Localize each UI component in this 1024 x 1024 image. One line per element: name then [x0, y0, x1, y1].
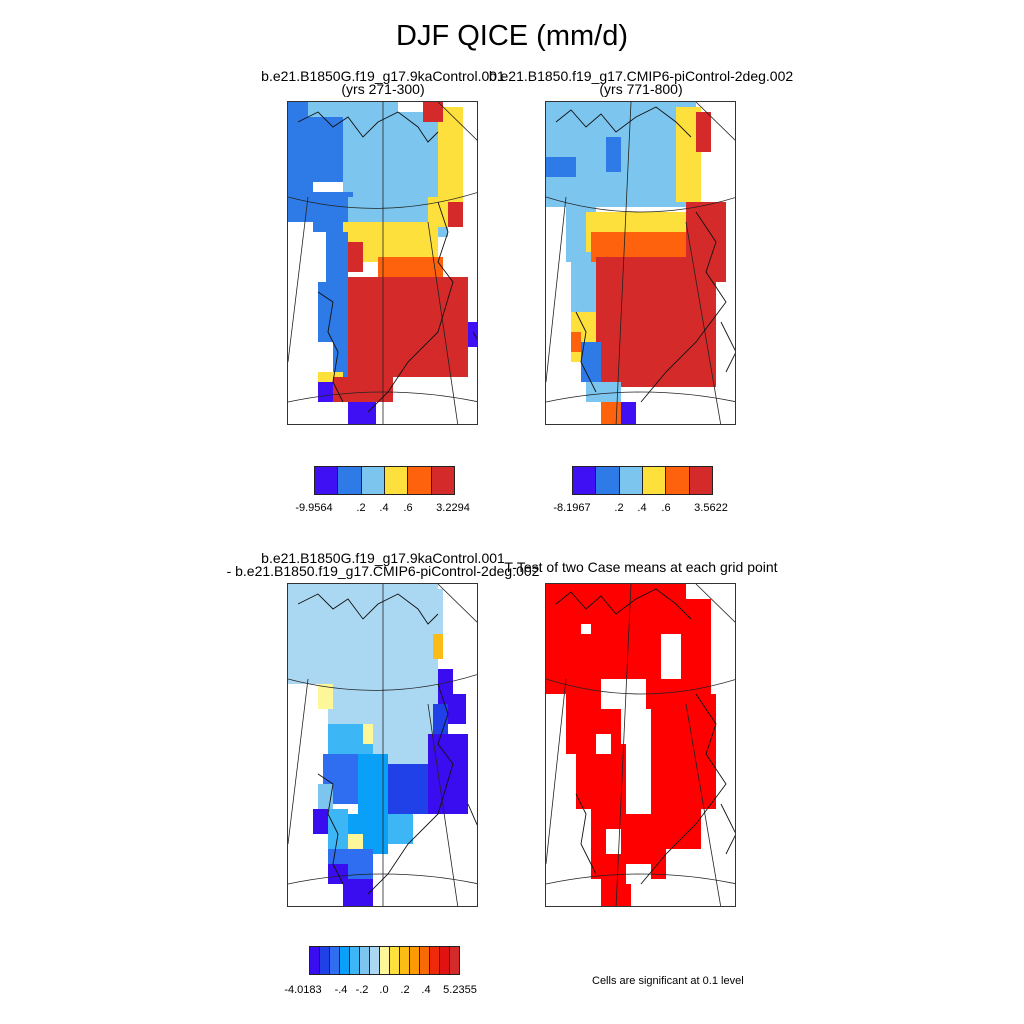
- colorbar-3-tick: -.4: [334, 984, 348, 996]
- panel-2-grid-lines: [546, 102, 735, 424]
- colorbar-3-swatch: [320, 947, 330, 974]
- colorbar-3-swatch: [380, 947, 390, 974]
- panel-3-title-line1: b.e21.B1850G.f19_g17.9kaControl.001: [261, 550, 505, 566]
- colorbar-3-swatch: [330, 947, 340, 974]
- panel-4-title: T-Test of two Case means at each grid po…: [504, 559, 778, 575]
- colorbar-3-swatch: [310, 947, 320, 974]
- colorbar-3-swatch: [410, 947, 420, 974]
- colorbar-1-swatch: [384, 467, 409, 494]
- panel-3-title-line2: - b.e21.B1850.f19_g17.CMIP6-piControl-2d…: [226, 563, 540, 579]
- colorbar-2-tick: 3.5622: [694, 502, 728, 514]
- colorbar-1-tick: .4: [379, 502, 389, 514]
- map-panel-3: [287, 583, 478, 907]
- colorbar-3-swatch: [400, 947, 410, 974]
- colorbar-3-tick: .0: [379, 984, 389, 996]
- panel-1-grid-lines: [288, 102, 477, 424]
- colorbar-1-swatch: [431, 467, 454, 494]
- colorbar-3-swatch: [420, 947, 430, 974]
- panel-4-cells: [546, 584, 716, 906]
- panel-3-title: b.e21.B1850G.f19_g17.9kaControl.001 - b.…: [226, 550, 540, 579]
- colorbar-2-swatch: [573, 467, 597, 494]
- colorbar-2-swatch: [689, 467, 712, 494]
- colorbar-2-swatch: [666, 467, 690, 494]
- colorbar-2-swatch: [596, 467, 620, 494]
- colorbar-2: [572, 466, 713, 495]
- colorbar-3-swatch: [340, 947, 350, 974]
- colorbar-3-swatch: [390, 947, 400, 974]
- panel-3-map-svg: [288, 584, 477, 906]
- colorbar-1-tick: .2: [356, 502, 366, 514]
- panel-1-cells: [288, 102, 477, 424]
- panel-1-title-line1: b.e21.B1850G.f19_g17.9kaControl.001: [261, 68, 505, 84]
- colorbar-3-tick: .4: [421, 984, 431, 996]
- colorbar-1-tick: -9.9564: [295, 502, 333, 514]
- colorbar-3-tick: -4.0183: [284, 984, 322, 996]
- panel-1-coastlines: [297, 111, 477, 413]
- colorbar-2-swatch: [642, 467, 667, 494]
- map-panel-1: [287, 101, 478, 425]
- panel-3-grid-lines: [288, 584, 477, 906]
- panel-4-grid-lines: [546, 584, 735, 906]
- colorbar-3-swatch: [450, 947, 459, 974]
- colorbar-1-swatch: [338, 467, 362, 494]
- panel-2-map-svg: [546, 102, 735, 424]
- map-panel-4: [545, 583, 736, 907]
- colorbar-3-swatch: [430, 947, 440, 974]
- figure-title: DJF QICE (mm/d): [396, 20, 628, 52]
- colorbar-2-tick: .4: [637, 502, 647, 514]
- colorbar-3-swatch: [360, 947, 370, 974]
- colorbar-2-swatch: [619, 467, 643, 494]
- panel-2-title-line1: b.e21.B1850.f19_g17.CMIP6-piControl-2deg…: [488, 68, 794, 84]
- colorbar-3-tick: .2: [400, 984, 410, 996]
- colorbar-1-tick: .6: [403, 502, 413, 514]
- colorbar-3-tick: 5.2355: [443, 984, 477, 996]
- significance-note: Cells are significant at 0.1 level: [592, 975, 744, 987]
- panel-4-coastlines: [555, 588, 735, 885]
- panel-3-coastlines: [297, 593, 477, 895]
- map-panel-2: [545, 101, 736, 425]
- colorbar-1-swatch: [361, 467, 385, 494]
- panel-2-cells: [546, 102, 726, 424]
- colorbar-1: [314, 466, 455, 495]
- colorbar-2-tick: .6: [661, 502, 671, 514]
- colorbar-3: [309, 946, 460, 975]
- panel-2-title: b.e21.B1850.f19_g17.CMIP6-piControl-2deg…: [488, 68, 794, 97]
- panel-1-title: b.e21.B1850G.f19_g17.9kaControl.001 (yrs…: [261, 68, 505, 97]
- colorbar-1-swatch: [315, 467, 339, 494]
- panel-4-map-svg: [546, 584, 735, 906]
- colorbar-3-swatch: [370, 947, 380, 974]
- colorbar-3-swatch: [350, 947, 360, 974]
- panel-4-title-line1: T-Test of two Case means at each grid po…: [504, 559, 778, 575]
- colorbar-1-swatch: [408, 467, 432, 494]
- colorbar-3-tick: -.2: [355, 984, 369, 996]
- colorbar-1-tick: 3.2294: [436, 502, 470, 514]
- colorbar-3-swatch: [440, 947, 450, 974]
- panel-2-coastlines: [555, 106, 735, 403]
- panel-1-map-svg: [288, 102, 477, 424]
- panel-2-title-line2: (yrs 771-800): [599, 81, 683, 97]
- colorbar-2-tick: .2: [614, 502, 624, 514]
- colorbar-2-tick: -8.1967: [553, 502, 591, 514]
- panel-3-cells: [288, 584, 468, 906]
- panel-1-title-line2: (yrs 271-300): [341, 81, 425, 97]
